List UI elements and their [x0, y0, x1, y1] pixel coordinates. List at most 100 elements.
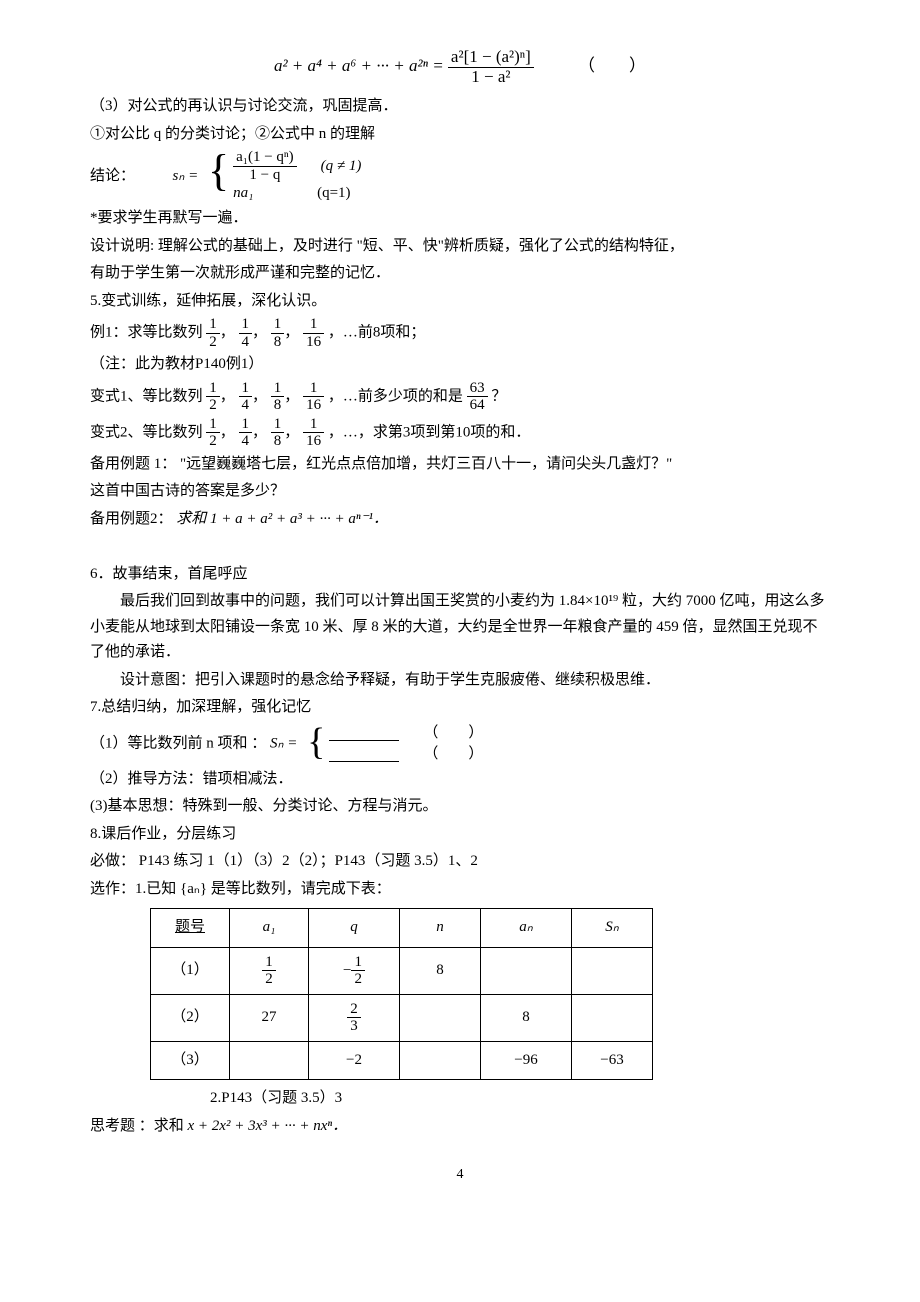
paren-blank: （ ） — [578, 52, 646, 81]
cell-sn — [572, 947, 653, 994]
th-n: n — [400, 909, 481, 948]
left-brace-icon: { — [307, 723, 325, 765]
think-expr: x + 2x² + 3x³ + ··· + nxⁿ． — [188, 1118, 348, 1134]
cell-an — [481, 947, 572, 994]
variant-2: 变式2、等比数列 12， 14， 18， 116 ，…，求第3项到第10项的和． — [90, 416, 830, 450]
table-row: （3） −2 −96 −63 — [151, 1041, 653, 1080]
cell-sn: −63 — [572, 1041, 653, 1080]
paren-blank: （ ） — [423, 744, 483, 765]
frac-63-64: 6364 — [467, 380, 488, 414]
bak1: 备用例题 1： "远望巍巍塔七层，红光点点倍加增，共灯三百八十一，请问尖头几盏灯… — [90, 452, 830, 478]
th-sn: Sₙ — [572, 909, 653, 948]
example-1: 例1：求等比数列 12， 14， 18， 116 ，…前8项和； — [90, 316, 830, 350]
sec8-opt-label: 选作：1.已知 {aₙ} 是等比数列，请完成下表： — [90, 877, 830, 903]
bak2-text: 求和 1 + a + a² + a³ + ··· + aⁿ⁻¹． — [176, 511, 388, 527]
th-q: q — [309, 909, 400, 948]
frac-num: a²[1 − (a²)ⁿ] — [448, 48, 534, 68]
s3-conclusion: 结论： sₙ = { a₁(1 − qⁿ) 1 − q (q ≠ 1) na₁ … — [90, 149, 830, 204]
s3-line1: （3）对公式的再认识与讨论交流，巩固提高． — [90, 94, 830, 120]
cell-q: −12 — [309, 947, 400, 994]
cell-q: −2 — [309, 1041, 400, 1080]
th-no: 题号 — [151, 909, 230, 948]
sec7-item1: （1）等比数列前 n 项和 ： Sₙ = { （ ） （ ） — [90, 723, 830, 765]
table-header-row: 题号 a₁ q n aₙ Sₙ — [151, 909, 653, 948]
blank-line — [329, 746, 399, 762]
sec6-p2: 设计意图：把引入课题时的悬念给予释疑，有助于学生克服疲倦、继续积极思维． — [90, 668, 830, 694]
formula-lhs: a² + a⁴ + a⁶ + ··· + a²ⁿ = — [274, 56, 444, 75]
formula-top: a² + a⁴ + a⁶ + ··· + a²ⁿ = a²[1 − (a²)ⁿ]… — [90, 48, 830, 86]
bak2: 备用例题2： 求和 1 + a + a² + a³ + ··· + aⁿ⁻¹． — [90, 507, 830, 533]
cell-n — [400, 1041, 481, 1080]
sec6-title: 6．故事结束，首尾呼应 — [90, 562, 830, 588]
frac-num: a₁(1 − qⁿ) — [233, 149, 297, 167]
seq-f1: 12 — [206, 316, 220, 350]
th-an: aₙ — [481, 909, 572, 948]
cell-n — [400, 994, 481, 1041]
design-l2: 有助于学生第一次就形成严谨和完整的记忆． — [90, 261, 830, 287]
left-brace-icon: { — [208, 149, 229, 204]
cell-n: 8 — [400, 947, 481, 994]
sec7-item1-label: （1）等比数列前 n 项和 ： — [90, 735, 266, 751]
case1-cond: (q ≠ 1) — [321, 156, 362, 177]
sec7-item2: （2）推导方法：错项相减法． — [90, 767, 830, 793]
sec7-Sn: Sₙ = — [270, 735, 297, 751]
seq-f2: 14 — [239, 316, 253, 350]
s3-note: *要求学生再默写一遍． — [90, 206, 830, 232]
sec8-must: 必做： P143 练习 1（1）（3）2（2）；P143（习题 3.5）1、2 — [90, 849, 830, 875]
cell-a1: 27 — [230, 994, 309, 1041]
cell-no: （2） — [151, 994, 230, 1041]
bak1-l1: "远望巍巍塔七层，红光点点倍加增，共灯三百八十一，请问尖头几盏灯？" — [180, 456, 672, 472]
sn-eq: sₙ = — [173, 168, 199, 184]
frac-den: 1 − a² — [448, 68, 534, 87]
sec7-item3: (3)基本思想：特殊到一般、分类讨论、方程与消元。 — [90, 794, 830, 820]
conclusion-label: 结论： — [90, 168, 135, 184]
cell-a1: 12 — [230, 947, 309, 994]
bak1-l2: 这首中国古诗的答案是多少？ — [90, 479, 830, 505]
cell-no: （3） — [151, 1041, 230, 1080]
think-label: 思考题 ：求和 — [90, 1118, 188, 1134]
cell-sn — [572, 994, 653, 1041]
seq-f3: 18 — [271, 316, 285, 350]
ex1-note: （注：此为教材P140例1） — [90, 352, 830, 378]
blank-line — [329, 725, 399, 741]
ex1-tail: ，…前8项和； — [328, 325, 426, 341]
th-a1: a₁ — [230, 909, 309, 948]
bak1-label: 备用例题 1： — [90, 456, 176, 472]
case2-cond: (q=1) — [317, 183, 350, 204]
design-label: 设计说明: — [90, 238, 154, 254]
cell-an: −96 — [481, 1041, 572, 1080]
frac-den: 1 − q — [233, 167, 297, 184]
bak2-label: 备用例题2： — [90, 511, 173, 527]
variant-1: 变式1、等比数列 12， 14， 18， 116 ，…前多少项的和是 6364 … — [90, 380, 830, 414]
table-row: （1） 12 −12 8 — [151, 947, 653, 994]
homework-table: 题号 a₁ q n aₙ Sₙ （1） 12 −12 8 （2） 27 23 8… — [150, 908, 653, 1080]
sec8-title: 8.课后作业，分层练习 — [90, 822, 830, 848]
s3-line2: ①对公比 q 的分类讨论；②公式中 n 的理解 — [90, 122, 830, 148]
formula-top-frac: a²[1 − (a²)ⁿ] 1 − a² — [448, 48, 534, 86]
sec6-p1: 最后我们回到故事中的问题，我们可以计算出国王奖赏的小麦约为 1.84×10¹⁹ … — [90, 589, 830, 666]
brace-block: { a₁(1 − qⁿ) 1 − q (q ≠ 1) na₁ (q=1) — [208, 149, 361, 204]
design-l1: 理解公式的基础上，及时进行 "短、平、快"辨析质疑，强化了公式的结构特征， — [158, 238, 684, 254]
cell-q: 23 — [309, 994, 400, 1041]
sec7-title: 7.总结归纳，加深理解，强化记忆 — [90, 695, 830, 721]
page-number: 4 — [90, 1163, 830, 1187]
var2-tail: ，…，求第3项到第10项的和． — [328, 424, 531, 440]
var1-taila: ，…前多少项的和是 — [328, 388, 463, 404]
think-line: 思考题 ：求和 x + 2x² + 3x³ + ··· + nxⁿ． — [90, 1114, 830, 1140]
sec5-title: 5.变式训练，延伸拓展，深化认识。 — [90, 289, 830, 315]
var1-label: 变式1、等比数列 — [90, 388, 203, 404]
case2-left: na₁ — [233, 183, 293, 204]
ex1-label: 例1：求等比数列 — [90, 325, 203, 341]
brace-block-2: { （ ） （ ） — [307, 723, 483, 765]
qmark: ？ — [491, 388, 506, 404]
case1-frac: a₁(1 − qⁿ) 1 − q — [233, 149, 297, 183]
cell-no: （1） — [151, 947, 230, 994]
after-table: 2.P143（习题 3.5）3 — [210, 1086, 830, 1112]
var2-label: 变式2、等比数列 — [90, 424, 203, 440]
seq-f4: 116 — [303, 316, 324, 350]
design-line: 设计说明: 理解公式的基础上，及时进行 "短、平、快"辨析质疑，强化了公式的结构… — [90, 234, 830, 260]
paren-blank: （ ） — [423, 723, 483, 744]
table-row: （2） 27 23 8 — [151, 994, 653, 1041]
cell-a1 — [230, 1041, 309, 1080]
cell-an: 8 — [481, 994, 572, 1041]
